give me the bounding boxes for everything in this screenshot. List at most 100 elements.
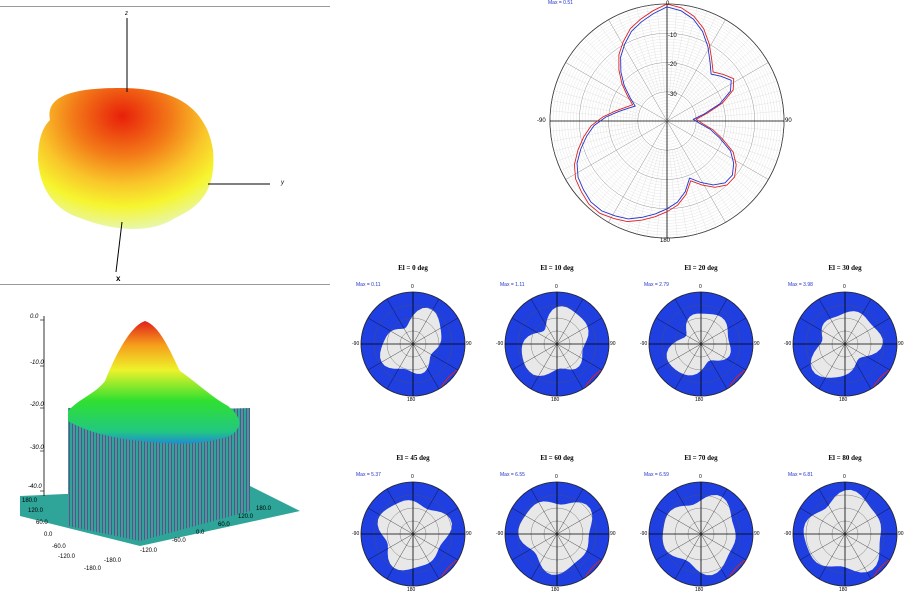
- small-polar-spoke-120: [700, 533, 747, 561]
- small-polar-spoke-240: [655, 533, 702, 561]
- small-polar-spoke-210: [386, 533, 414, 580]
- main-polar-minor-spoke-250: [557, 130, 640, 162]
- pattern-3d-svg: [38, 18, 270, 273]
- small-polar-spoke-300: [367, 507, 414, 535]
- small-polar-spoke-240: [511, 343, 558, 371]
- main-polar-minor-spoke-340: [626, 11, 658, 94]
- small-polar-red-trace: [729, 559, 746, 577]
- z-tick-0: 0.0: [30, 314, 39, 320]
- small-polar-spoke-30: [412, 488, 440, 535]
- z-axis-label: z: [125, 11, 128, 17]
- small-polar-label-bottom: 180: [695, 587, 704, 593]
- small-polar-label-right: 90: [898, 531, 904, 537]
- small-polar-max: Max = 6.59: [644, 472, 669, 478]
- main-polar-minor-spoke-40: [685, 31, 743, 99]
- main-polar-minor-spoke-200: [626, 148, 658, 231]
- small-polar-spoke-60: [700, 317, 747, 345]
- main-polar-minor-spoke-305: [571, 53, 644, 105]
- small-polar-7: El = 80 deg Max = 6.81 0 -90 90 180: [784, 452, 906, 596]
- small-polar-spoke-300: [511, 507, 558, 535]
- main-polar-minor-spoke-260: [551, 125, 639, 142]
- main-polar-spoke-30: [666, 19, 726, 122]
- small-polar-label-left: -90: [640, 341, 648, 347]
- small-polar-2: El = 20 deg Max = 2.79 0 -90 90 180: [640, 262, 762, 406]
- small-polar-label-left: -90: [784, 341, 792, 347]
- small-polar-spoke-120: [844, 343, 891, 371]
- small-polar-max: Max = 5.37: [356, 472, 381, 478]
- main-polar-minor-spoke-310: [577, 45, 645, 103]
- main-polar-minor-spoke-15: [674, 7, 698, 93]
- main-polar-spoke-330: [608, 19, 668, 122]
- y-tick-5: -120.0: [140, 548, 158, 554]
- blob-3d: [38, 88, 214, 229]
- small-polar-spoke-150: [844, 533, 872, 580]
- main-polar-minor-spoke-70: [694, 80, 777, 112]
- small-polar-label-bottom: 180: [695, 397, 704, 403]
- main-polar-minor-spoke-45: [687, 38, 750, 101]
- main-polar-minor-spoke-25: [679, 14, 717, 95]
- small-polar-spoke-330: [530, 298, 558, 345]
- y-axis-label: y: [281, 180, 284, 186]
- small-polar-4: El = 45 deg Max = 5.37 0 -90 90 180: [352, 452, 474, 596]
- small-polar-label-top: 0: [843, 284, 846, 290]
- main-polar-spoke-120: [666, 120, 769, 180]
- small-polar-label-right: 90: [898, 341, 904, 347]
- main-top-label: 0: [666, 1, 670, 7]
- small-polar-label-right: 90: [610, 531, 616, 537]
- small-polar-spoke-60: [412, 507, 459, 535]
- left-wall: [68, 408, 140, 541]
- small-polar-spoke-330: [818, 298, 846, 345]
- small-polar-label-left: -90: [496, 341, 504, 347]
- small-polar-0: El = 0 deg Max = 0.11 0 -90 90 180: [352, 262, 474, 406]
- small-polar-spoke-120: [412, 533, 459, 561]
- x-tick-0: 180.0: [22, 498, 38, 504]
- small-polar-spoke-210: [818, 533, 846, 580]
- small-polar-spoke-300: [799, 507, 846, 535]
- small-polar-spoke-330: [674, 488, 702, 535]
- small-polar-spoke-120: [844, 533, 891, 561]
- small-polar-label-left: -90: [496, 531, 504, 537]
- small-polar-label-right: 90: [610, 341, 616, 347]
- small-polar-spoke-60: [844, 317, 891, 345]
- small-polar-spoke-210: [386, 343, 414, 390]
- main-polar-minor-spoke-145: [683, 144, 735, 217]
- small-polar-spoke-150: [412, 533, 440, 580]
- main-polar-svg: [549, 3, 785, 239]
- small-polar-spoke-240: [511, 533, 558, 561]
- main-polar-series-1: [576, 6, 735, 220]
- small-polar-inner: [810, 311, 883, 378]
- small-polar-label-left: -90: [640, 531, 648, 537]
- main-polar-minor-spoke-205: [617, 147, 655, 228]
- main-polar-minor-spoke-110: [694, 130, 777, 162]
- z-tick-4: -40.0: [28, 484, 42, 490]
- small-polar-spoke-120: [556, 343, 603, 371]
- main-polar-minor-spoke-275: [550, 110, 638, 119]
- small-polar-red-trace: [729, 369, 746, 387]
- small-polar-max: Max = 0.11: [356, 282, 381, 288]
- small-polar-label-top: 0: [411, 284, 414, 290]
- small-polar-spoke-30: [412, 298, 440, 345]
- small-polar-max: Max = 3.98: [788, 282, 813, 288]
- main-polar-minor-spoke-80: [695, 100, 783, 117]
- main-polar-minor-spoke-5: [669, 4, 678, 92]
- main-polar-minor-spoke-130: [689, 139, 757, 197]
- small-polar-svg: [504, 291, 610, 397]
- small-polar-spoke-240: [655, 343, 702, 371]
- surface-3d-svg: [20, 316, 300, 546]
- main-polar-minor-spoke-230: [577, 139, 645, 197]
- main-polar-minor-spoke-190: [646, 149, 663, 237]
- main-polar-minor-spoke-10: [671, 5, 688, 93]
- small-polar-spoke-240: [799, 533, 846, 561]
- x-tick-1: 120.0: [28, 508, 44, 514]
- main-polar-minor-spoke-170: [671, 149, 688, 237]
- small-polar-title: El = 0 deg: [398, 264, 428, 272]
- main-polar-spoke-210: [608, 120, 668, 223]
- small-polar-spoke-30: [844, 298, 872, 345]
- main-polar-minor-spoke-160: [676, 148, 708, 231]
- left-mid-divider: [0, 284, 330, 285]
- small-polar-spoke-60: [700, 507, 747, 535]
- small-polar-title: El = 20 deg: [684, 264, 718, 272]
- x-axis-line: [115, 221, 123, 273]
- small-polar-spoke-30: [700, 298, 728, 345]
- small-polar-spoke-240: [799, 343, 846, 371]
